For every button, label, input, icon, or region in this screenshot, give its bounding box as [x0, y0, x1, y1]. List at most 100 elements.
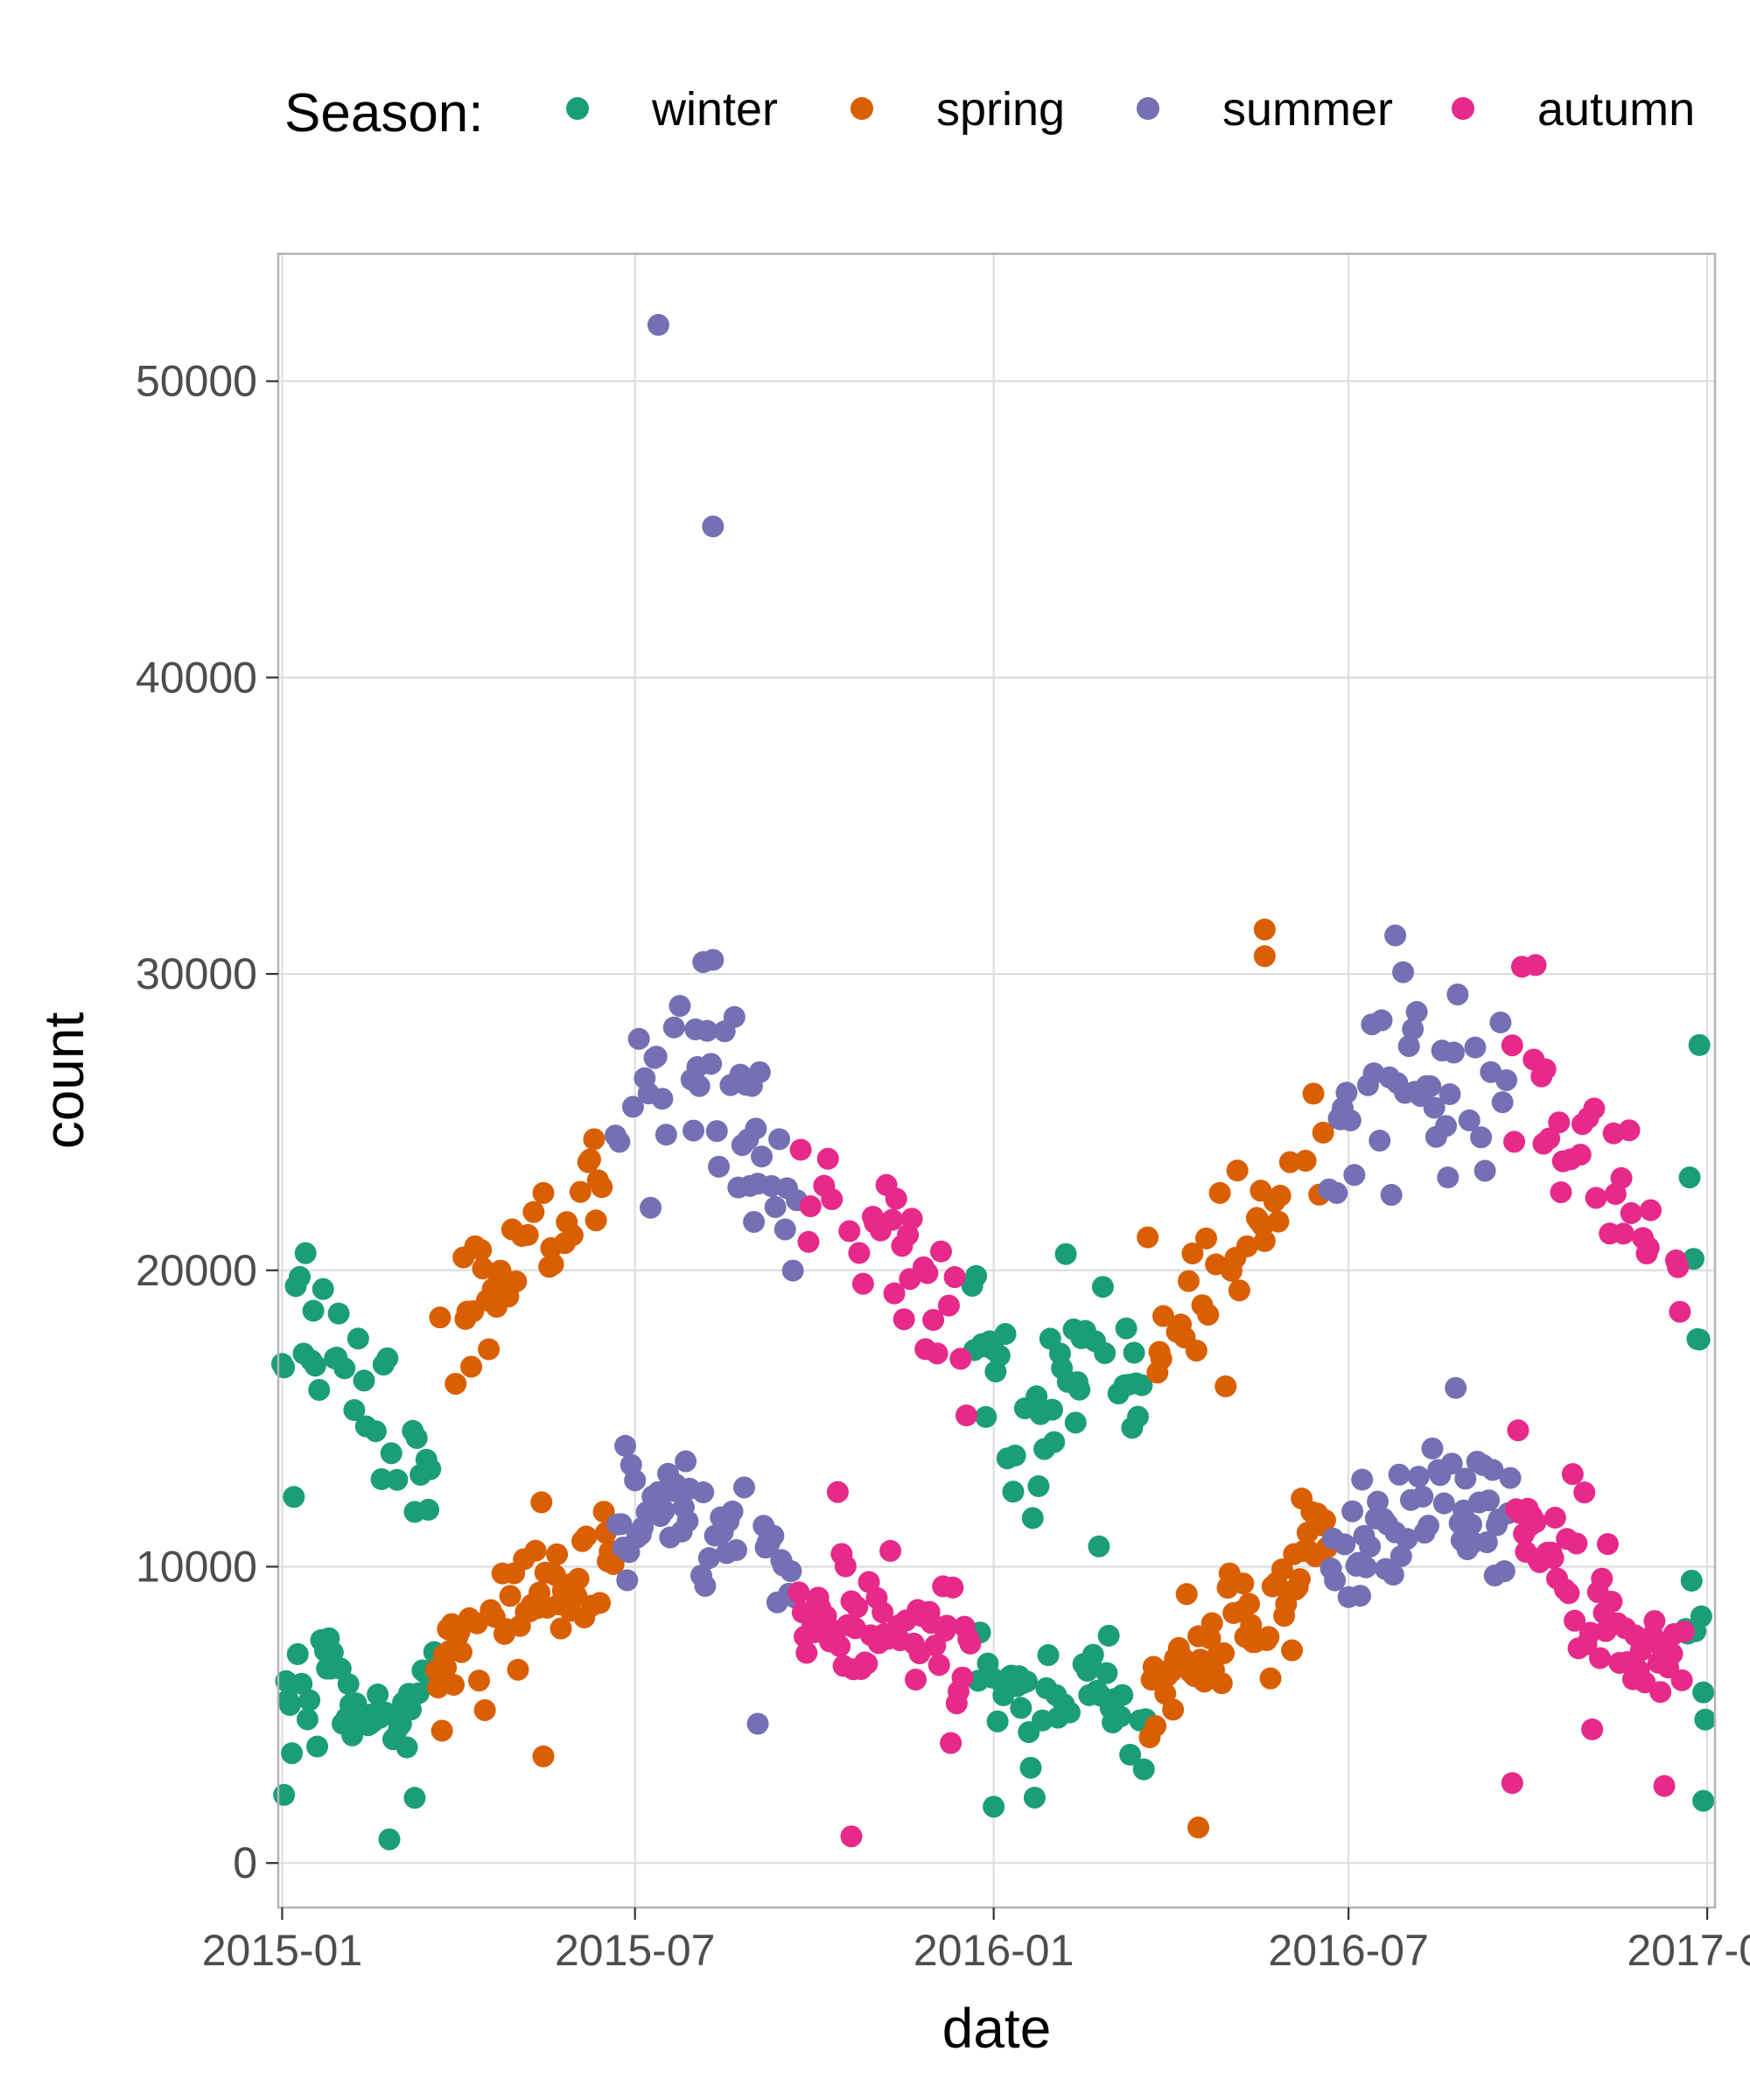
point-spring: [578, 1148, 601, 1171]
point-winter: [298, 1689, 321, 1712]
point-summer: [1438, 1082, 1461, 1105]
point-spring: [466, 1612, 488, 1634]
point-autumn: [892, 1308, 915, 1331]
point-winter: [304, 1354, 326, 1377]
point-spring: [546, 1543, 569, 1565]
legend-label-summer: summer: [1222, 83, 1393, 136]
point-winter: [353, 1369, 375, 1392]
point-summer: [1384, 924, 1407, 947]
point-summer: [1411, 1485, 1434, 1508]
point-autumn: [1637, 1236, 1660, 1259]
point-autumn: [1596, 1533, 1619, 1556]
point-autumn: [1550, 1181, 1572, 1204]
point-autumn: [928, 1654, 950, 1676]
point-autumn: [826, 1480, 849, 1503]
point-autumn: [1610, 1166, 1633, 1189]
point-winter: [380, 1442, 402, 1465]
point-spring: [473, 1698, 496, 1721]
data-points: [270, 313, 1717, 1851]
point-winter: [367, 1684, 389, 1706]
point-winter: [1096, 1662, 1118, 1684]
point-autumn: [788, 1581, 810, 1604]
point-winter: [417, 1498, 440, 1521]
y-tick-label: 20000: [136, 1246, 257, 1295]
point-spring: [467, 1670, 490, 1692]
point-spring: [1232, 1572, 1255, 1595]
point-summer: [1402, 1018, 1424, 1040]
point-spring: [591, 1176, 613, 1199]
point-spring: [1294, 1150, 1317, 1172]
point-autumn: [1561, 1463, 1584, 1486]
point-winter: [407, 1682, 430, 1704]
point-summer: [624, 1469, 647, 1492]
point-autumn: [856, 1652, 878, 1675]
point-spring: [1269, 1185, 1292, 1208]
point-winter: [343, 1398, 366, 1421]
point-winter: [419, 1458, 442, 1480]
x-tick-label: 2015-01: [202, 1926, 363, 1975]
point-winter: [374, 1701, 397, 1724]
point-summer: [751, 1145, 774, 1168]
point-summer: [694, 1574, 717, 1597]
point-autumn: [1591, 1567, 1614, 1590]
point-autumn: [883, 1282, 906, 1305]
point-summer: [1435, 1115, 1458, 1138]
point-spring: [507, 1658, 529, 1681]
point-winter: [1091, 1276, 1114, 1298]
point-summer: [1495, 1068, 1518, 1091]
point-autumn: [1503, 1130, 1526, 1153]
point-autumn: [816, 1147, 839, 1170]
point-autumn: [937, 1294, 960, 1317]
point-winter: [1688, 1328, 1711, 1351]
point-summer: [1440, 1452, 1463, 1475]
x-tick-label: 2016-07: [1268, 1926, 1429, 1975]
point-autumn: [1670, 1669, 1693, 1691]
point-summer: [682, 1119, 705, 1142]
point-spring: [1257, 1626, 1280, 1648]
point-summer: [1481, 1459, 1504, 1481]
point-autumn: [1639, 1199, 1662, 1222]
point-winter: [1043, 1431, 1066, 1453]
point-summer: [614, 1434, 637, 1457]
point-summer: [743, 1210, 766, 1233]
point-winter: [1026, 1385, 1048, 1408]
point-summer: [1419, 1074, 1442, 1097]
point-winter: [1692, 1681, 1715, 1704]
point-winter: [994, 1323, 1017, 1346]
x-tick-label: 2017-01: [1627, 1926, 1750, 1975]
point-summer: [608, 1130, 631, 1153]
point-autumn: [1542, 1547, 1564, 1570]
point-spring: [1312, 1121, 1334, 1144]
x-tick-label: 2016-01: [914, 1926, 1074, 1975]
point-summer: [647, 313, 669, 336]
point-summer: [1423, 1096, 1446, 1119]
point-summer: [1324, 1569, 1347, 1592]
point-winter: [1692, 1789, 1715, 1812]
y-axis: 0 10000 20000 30000 40000 50000: [136, 357, 278, 1887]
point-winter: [1097, 1624, 1120, 1647]
point-autumn: [1585, 1186, 1607, 1209]
point-spring: [429, 1306, 452, 1329]
point-autumn: [935, 1614, 958, 1637]
point-autumn: [1618, 1119, 1641, 1142]
point-spring: [1137, 1226, 1159, 1249]
point-autumn: [879, 1539, 902, 1562]
point-autumn: [951, 1666, 974, 1689]
point-winter: [296, 1708, 318, 1731]
point-winter: [1690, 1605, 1712, 1628]
point-autumn: [1538, 1127, 1561, 1150]
point-spring: [1270, 1558, 1293, 1581]
point-spring: [584, 1209, 607, 1232]
point-spring: [1185, 1340, 1208, 1362]
point-summer: [1464, 1036, 1487, 1059]
point-spring: [1200, 1612, 1223, 1634]
point-summer: [1382, 1564, 1404, 1586]
point-spring: [460, 1355, 483, 1378]
point-summer: [640, 1196, 662, 1219]
legend-title: Season:: [284, 83, 484, 144]
point-autumn: [1524, 954, 1547, 976]
point-autumn: [834, 1555, 857, 1578]
point-autumn: [797, 1230, 820, 1253]
point-autumn: [1544, 1506, 1566, 1529]
point-spring: [583, 1128, 606, 1151]
